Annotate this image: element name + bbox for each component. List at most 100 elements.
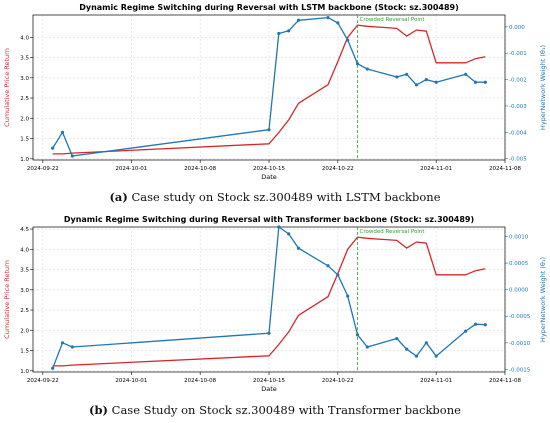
plot-frame (32, 226, 506, 373)
hypernetwork-weight-point (365, 67, 369, 71)
figure-panel-b: Dynamic Regime Switching during Reversal… (0, 212, 550, 423)
x-tick-label: 2024-10-01 (115, 378, 147, 384)
price-return-line (52, 236, 486, 367)
y2-tick-label: -0.0015 (509, 367, 531, 373)
y2-axis-label: HyperNetwork Weight (θ₁) (539, 45, 547, 130)
y-tick-label: 1.5 (20, 137, 29, 143)
y2-tick-label: -0.001 (509, 51, 527, 57)
reversal-annotation: Crowded Reversal Point (360, 229, 426, 235)
x-tick-label: 2024-10-08 (184, 378, 216, 384)
x-tick-label: 2024-09-22 (27, 378, 59, 384)
price-return-line (52, 24, 486, 155)
hypernetwork-weight-point (464, 72, 468, 76)
caption-a-text: Case study on Stock sz.300489 with LSTM … (127, 190, 441, 204)
caption-b-label: (b) (89, 403, 108, 417)
hypernetwork-weight-point (51, 366, 55, 370)
x-tick-label: 2024-11-01 (420, 166, 452, 172)
hypernetwork-weight-point (60, 341, 65, 345)
y2-tick-label: 0.000 (509, 25, 525, 31)
y2-tick-label: 0.0010 (509, 235, 529, 241)
hypernetwork-weight-point (51, 146, 55, 150)
y2-axis-label: HyperNetwork Weight (θ₁) (539, 257, 547, 342)
hypernetwork-weight-point (296, 246, 301, 250)
hypernetwork-weight-point (346, 294, 350, 298)
hypernetwork-weight-point (473, 322, 478, 326)
hypernetwork-weight-line (52, 226, 486, 369)
hypernetwork-weight-point (346, 38, 350, 42)
y2-tick-label: -0.002 (509, 78, 527, 84)
hypernetwork-weight-point (326, 264, 330, 268)
hypernetwork-weight-point (405, 72, 409, 76)
hypernetwork-weight-point (434, 354, 438, 358)
x-tick-label: 2024-11-08 (489, 378, 521, 384)
hypernetwork-weight-point (434, 80, 438, 84)
x-tick-label: 2024-10-22 (322, 378, 354, 384)
hypernetwork-weight-point (336, 273, 340, 277)
y-tick-label: 4.5 (20, 227, 29, 233)
y-axis-label: Cumulative Price Return (3, 260, 11, 339)
hypernetwork-weight-point (365, 345, 369, 349)
figure-panel-a: Dynamic Regime Switching during Reversal… (0, 3, 550, 204)
y-tick-label: 1.5 (20, 349, 29, 355)
y-tick-label: 2.5 (20, 308, 29, 314)
y2-tick-label: -0.0010 (509, 341, 531, 347)
y-tick-label: 3.5 (20, 268, 29, 274)
caption-b-text: Case Study on Stock sz.300489 with Trans… (107, 403, 461, 417)
chart-title: Dynamic Regime Switching during Reversal… (64, 215, 474, 224)
hypernetwork-weight-point (60, 130, 65, 134)
hypernetwork-weight-point (287, 29, 291, 33)
x-tick-label: 2024-11-08 (489, 166, 521, 172)
hypernetwork-weight-point (326, 16, 330, 20)
hypernetwork-weight-point (267, 128, 271, 132)
caption-b: (b) Case Study on Stock sz.300489 with T… (0, 403, 550, 417)
x-tick-label: 2024-10-08 (184, 166, 216, 172)
x-axis-label: Date (261, 173, 277, 181)
x-axis-label: Date (261, 385, 277, 393)
y-tick-label: 1.0 (20, 157, 29, 163)
y-tick-label: 3.0 (20, 76, 29, 82)
x-tick-label: 2024-10-15 (253, 378, 285, 384)
chart-transformer: Dynamic Regime Switching during Reversal… (3, 215, 547, 393)
y-axis-label: Cumulative Price Return (3, 48, 11, 127)
hypernetwork-weight-point (424, 341, 428, 345)
reversal-annotation: Crowded Reversal Point (360, 17, 426, 23)
hypernetwork-weight-point (483, 323, 487, 327)
caption-a-label: (a) (109, 190, 128, 204)
hypernetwork-weight-point (483, 80, 487, 84)
hypernetwork-weight-point (464, 329, 468, 333)
chart-title: Dynamic Regime Switching during Reversal… (79, 3, 459, 12)
hypernetwork-weight-point (424, 77, 428, 82)
y2-tick-label: 0.0005 (509, 261, 529, 267)
y-tick-label: 2.0 (20, 116, 29, 122)
hypernetwork-weight-point (287, 232, 291, 236)
y2-tick-label: -0.004 (509, 130, 527, 136)
chart-lstm: Dynamic Regime Switching during Reversal… (3, 3, 547, 181)
hypernetwork-weight-point (405, 347, 409, 351)
hypernetwork-weight-point (414, 354, 419, 358)
x-tick-label: 2024-09-22 (27, 166, 59, 172)
y-tick-label: 3.5 (20, 56, 29, 62)
y2-tick-label: -0.003 (509, 104, 527, 110)
hypernetwork-weight-point (473, 80, 478, 84)
hypernetwork-weight-point (336, 21, 340, 25)
hypernetwork-weight-point (70, 345, 74, 349)
hypernetwork-weight-point (267, 331, 271, 335)
caption-a: (a) Case study on Stock sz.300489 with L… (0, 190, 550, 204)
hypernetwork-weight-point (414, 83, 419, 87)
y-tick-label: 4.0 (20, 247, 29, 253)
y-tick-label: 4.0 (20, 35, 29, 41)
hypernetwork-weight-point (277, 225, 281, 229)
hypernetwork-weight-point (395, 336, 399, 341)
y2-tick-label: -0.0005 (509, 314, 531, 320)
plot-frame (32, 14, 506, 161)
hypernetwork-weight-point (277, 31, 281, 36)
y2-tick-label: 0.0000 (509, 288, 529, 294)
hypernetwork-weight-point (296, 18, 301, 22)
y2-tick-label: -0.005 (509, 157, 527, 163)
hypernetwork-weight-point (395, 75, 399, 79)
hypernetwork-weight-line (52, 16, 486, 157)
x-tick-label: 2024-10-01 (115, 166, 147, 172)
y-tick-label: 1.0 (20, 369, 29, 375)
hypernetwork-weight-point (355, 62, 360, 66)
x-tick-label: 2024-11-01 (420, 378, 452, 384)
